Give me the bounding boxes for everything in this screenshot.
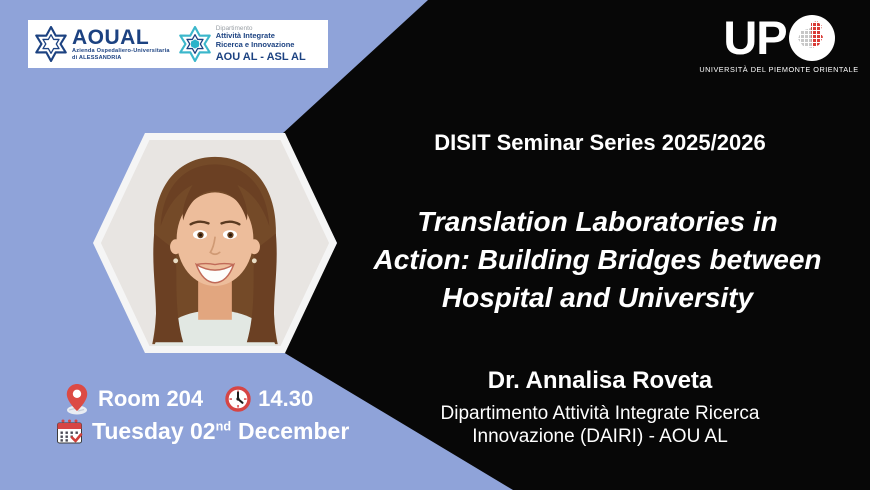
- date-prefix: Tuesday 02: [92, 418, 216, 444]
- date-label: Tuesday 02nd December: [92, 418, 349, 445]
- event-details: Room 204 14.30: [56, 383, 349, 445]
- aoual-acronym: AOUAL: [72, 25, 150, 49]
- talk-title-line-3: Hospital and University: [441, 282, 754, 313]
- dairi-logo: Dipartimento Attività Integrate Ricerca …: [177, 25, 306, 63]
- date-suffix: December: [238, 418, 350, 444]
- speaker-photo-frame: [93, 133, 337, 353]
- upo-logo: UP UNIVERSITÀ DEL PIEMONTE ORIENTALE: [693, 14, 865, 74]
- aoual-logo: AOUAL Azienda Ospedaliero-Universitaria …: [33, 26, 170, 62]
- aoual-subtitle-1: Azienda Ospedaliero-Universitaria: [72, 47, 170, 54]
- header-logo-box: AOUAL Azienda Ospedaliero-Universitaria …: [28, 20, 328, 68]
- series-title: DISIT Seminar Series 2025/2026: [434, 130, 766, 155]
- talk-title-line-1: Translation Laboratories in: [417, 206, 778, 237]
- upo-acronym: UP: [723, 11, 787, 64]
- room-label: Room 204: [98, 386, 204, 411]
- clock-icon: [225, 386, 251, 412]
- dairi-dept-label: Dipartimento: [215, 24, 253, 32]
- upo-tagline: UNIVERSITÀ DEL PIEMONTE ORIENTALE: [699, 65, 859, 74]
- dairi-line-1: Attività Integrate: [215, 31, 275, 41]
- calendar-icon: [57, 419, 83, 444]
- date-ordinal: nd: [215, 419, 232, 434]
- upo-o-piemonte-map-icon: [788, 14, 835, 61]
- speaker-affiliation-line-2: Innovazione (DAIRI) - AOU AL: [472, 426, 728, 447]
- dairi-star-icon: [178, 25, 211, 62]
- talk-title: Translation Laboratories in Action: Buil…: [325, 203, 870, 317]
- talk-title-line-2: Action: Building Bridges between: [373, 244, 822, 275]
- location-pin-icon: [66, 384, 88, 415]
- speaker-photo: [101, 140, 329, 346]
- speaker-block: Dr. Annalisa Roveta Dipartimento Attivit…: [340, 367, 860, 448]
- speaker-name: Dr. Annalisa Roveta: [487, 367, 713, 394]
- speaker-affiliation-line-1: Dipartimento Attività Integrate Ricerca: [440, 403, 760, 424]
- time-label: 14.30: [258, 386, 314, 411]
- speaker-portrait-illustration: [101, 140, 329, 346]
- dairi-line-3: AOU AL - ASL AL: [215, 50, 306, 63]
- aoual-subtitle-2: di ALESSANDRIA: [72, 54, 122, 61]
- aoual-star-icon: [35, 26, 67, 62]
- dairi-line-2: Ricerca e Innovazione: [215, 39, 295, 49]
